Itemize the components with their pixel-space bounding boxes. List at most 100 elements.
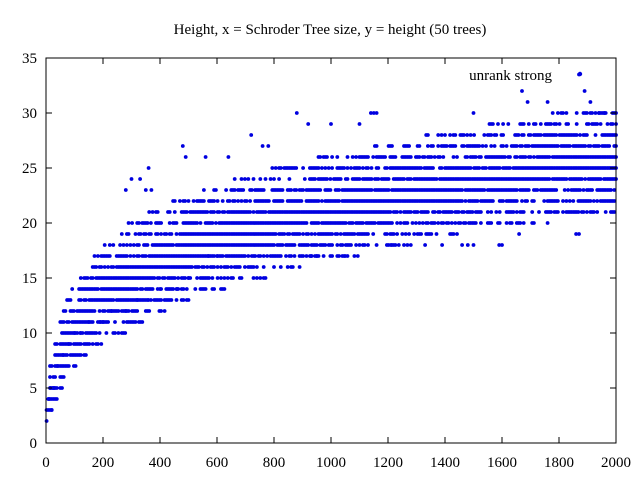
data-point [366,155,370,159]
data-point [350,221,355,225]
data-point [477,166,482,170]
data-point [54,342,59,346]
data-point [159,298,164,302]
data-point [146,166,151,170]
data-point [232,188,237,192]
data-point [212,199,217,203]
data-point [511,210,516,214]
data-point [337,188,341,192]
data-point [477,144,482,148]
data-point [547,177,552,181]
data-point [376,166,381,170]
data-point [198,221,203,225]
data-point [545,100,550,104]
data-point [335,155,340,159]
data-point [176,276,181,280]
data-point [337,199,341,203]
data-point [385,232,389,236]
data-point [128,243,133,247]
data-point [61,353,65,357]
data-point [261,188,266,192]
data-point [137,221,141,225]
data-point [225,276,230,280]
data-point [567,144,572,148]
data-point [255,276,259,280]
data-point [92,254,97,258]
data-point [417,221,422,225]
data-point [184,287,189,291]
data-point [357,122,362,126]
data-point [191,199,196,203]
data-point [390,221,394,225]
data-point [251,265,256,269]
data-point [581,210,586,214]
data-point [449,221,454,225]
data-point [86,320,91,324]
data-point [354,155,358,159]
data-point [373,221,377,225]
data-point [222,287,227,291]
data-point [338,177,343,181]
data-point [155,232,160,236]
data-point [419,232,423,236]
data-point [521,210,526,214]
data-point [607,144,612,148]
data-point [504,144,509,148]
data-point [461,144,466,148]
data-point [554,122,559,126]
data-point [302,177,307,181]
data-point [272,243,276,247]
data-point [494,133,499,137]
data-point [390,144,394,148]
data-point [460,188,464,192]
data-point [383,155,387,159]
data-point [258,177,263,181]
data-point [239,199,244,203]
data-point [398,210,403,214]
data-point [231,276,235,280]
data-point [497,210,502,214]
data-point [66,320,71,324]
data-point [186,199,191,203]
data-point [65,353,69,357]
data-point [290,265,295,269]
data-point [248,199,253,203]
data-point [556,199,560,203]
data-point [214,188,218,192]
data-point [449,210,454,214]
data-point [441,155,446,159]
data-point [330,166,334,170]
data-point [236,199,241,203]
data-point [101,320,105,324]
data-point [514,210,519,214]
data-point [241,188,246,192]
data-point [183,276,188,280]
data-point [107,243,112,247]
data-point [113,331,117,335]
data-point [408,210,413,214]
data-point [111,265,116,269]
legend-label: unrank strong [469,68,552,84]
data-point [75,331,80,335]
data-point [282,232,287,236]
data-point [280,199,285,203]
data-point [51,386,55,390]
data-point [84,298,88,302]
data-point [159,221,164,225]
data-point [215,276,220,280]
data-point [297,232,302,236]
data-point [439,166,444,170]
data-point [574,133,579,137]
data-point [509,221,514,225]
data-point [458,221,463,225]
data-point [126,232,131,236]
data-point [195,221,200,225]
data-point [325,177,329,181]
data-point [70,287,75,291]
data-point [246,177,251,181]
data-point [532,221,536,225]
data-point [215,199,220,203]
data-point [578,188,582,192]
data-point [251,177,256,181]
data-point [554,133,559,137]
